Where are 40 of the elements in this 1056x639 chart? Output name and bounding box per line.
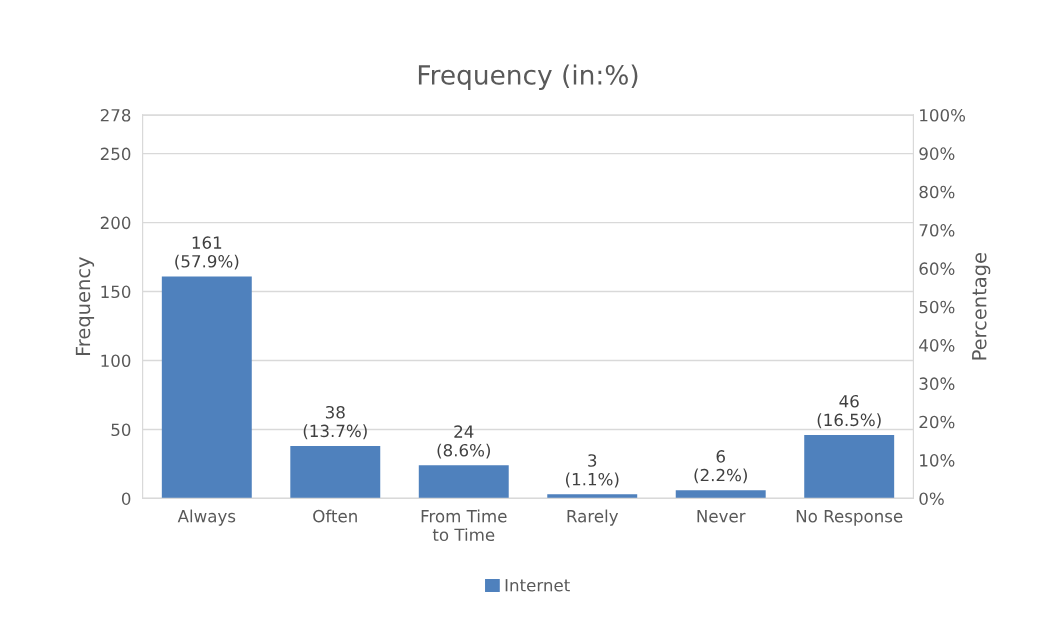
y2-tick-label: 0% [919,492,944,505]
x-tick-label: Never [697,510,746,523]
data-label: 6 (2.2%) [694,450,747,484]
y-tick-label: 200 [100,216,131,230]
y2-tick-label: 80% [919,185,955,199]
x-tick-label: Rarely [567,509,619,526]
y2-tick-label: 40% [919,339,955,352]
chart-title: Frequency (in:%) [418,64,638,90]
data-label: 46 (16.5%) [817,394,881,429]
y2-tick-label: 20% [919,415,955,429]
bar [547,494,638,499]
bar [161,276,252,499]
legend-label: Internet [505,579,570,592]
bar [290,446,381,499]
y2-tick-label: 100% [920,108,966,122]
y-tick-label: 0 [121,492,131,505]
y2-tick-label: 60% [919,262,955,275]
y2-tick-label: 70% [919,224,955,237]
data-label: 24 (8.6%) [437,425,490,459]
data-label: 3 (1.1%) [566,454,619,488]
y2-axis-title: Percentage [972,253,991,360]
y-tick-label: 250 [100,147,131,161]
bar [804,434,895,499]
y2-tick-label: 30% [919,377,955,390]
y-tick-label: 278 [100,108,131,122]
bar [418,465,509,499]
y2-tick-label: 90% [919,147,955,160]
y-tick-label: 100 [101,354,131,368]
x-tick-label: Always [177,509,236,526]
bar [675,490,766,499]
x-tick-label: Often [313,509,357,523]
y-tick-label: 150 [101,285,131,299]
x-tick-label: From Time to Time [421,509,507,542]
y2-tick-label: 10% [920,454,955,467]
data-label: 38 (13.7%) [303,405,367,440]
y2-tick-label: 50% [919,300,955,314]
x-tick-label: No Response [796,510,903,526]
data-label: 161 (57.9%) [175,236,239,270]
y-axis-title: Frequency [75,257,95,356]
y-tick-label: 50 [111,423,131,437]
